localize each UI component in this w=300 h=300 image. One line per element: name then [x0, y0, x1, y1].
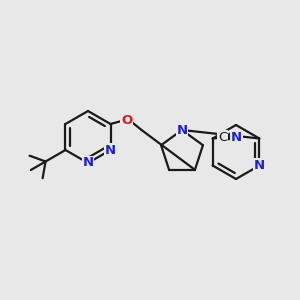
- Text: C: C: [218, 131, 227, 144]
- Text: N: N: [176, 124, 188, 136]
- Text: O: O: [121, 113, 132, 127]
- Text: N: N: [231, 131, 242, 144]
- Text: N: N: [105, 143, 116, 157]
- Text: N: N: [254, 159, 265, 172]
- Text: N: N: [82, 157, 94, 169]
